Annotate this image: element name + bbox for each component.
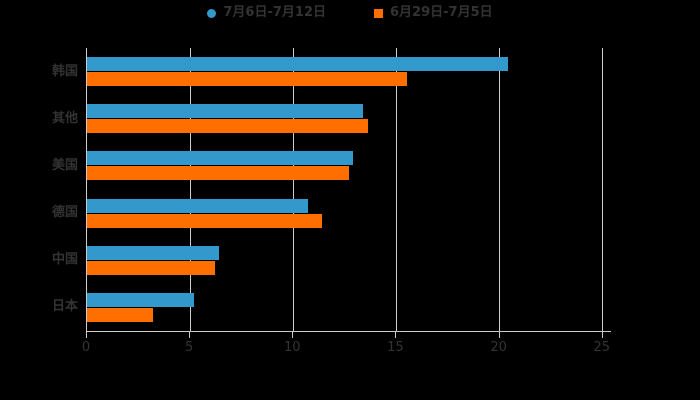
x-tick-mark-20	[498, 332, 500, 338]
bar-其他-series-1	[87, 104, 364, 119]
bar-日本-series-1	[87, 292, 195, 307]
legend-item-1[interactable]: 7月6日-7月12日	[207, 6, 326, 20]
bar-美国-series-2	[87, 166, 349, 181]
bar-韩国-series-1	[87, 57, 508, 72]
plot-area	[86, 48, 611, 332]
gridline-15	[395, 48, 397, 331]
legend-label: 7月6日-7月12日	[223, 5, 326, 20]
x-tick-mark-10	[292, 332, 294, 338]
y-axis-label-1: 韩国	[51, 63, 78, 79]
y-axis-label-2: 其他	[51, 110, 78, 126]
x-tick-mark-15	[395, 332, 397, 338]
x-tick-label-0: 0	[81, 340, 91, 355]
legend-label: 6月29日-7月5日	[390, 5, 493, 20]
x-tick-mark-25	[601, 332, 603, 338]
legend-item-2[interactable]: 6月29日-7月5日	[374, 6, 493, 20]
y-axis-label-4: 德国	[51, 205, 78, 221]
y-axis-label-5: 中国	[51, 252, 78, 268]
x-tick-label-20: 20	[490, 340, 507, 355]
x-tick-label-25: 25	[593, 340, 611, 355]
bar-其他-series-2	[87, 119, 368, 134]
gridline-25	[602, 48, 604, 331]
x-tick-label-10: 10	[284, 340, 301, 355]
bar-中国-series-2	[87, 260, 215, 275]
bar-韩国-series-2	[87, 72, 407, 87]
gridline-10	[292, 48, 294, 331]
chart-legend: 7月6日-7月12日 6月29日-7月5日	[0, 6, 700, 20]
bar-德国-series-2	[87, 213, 323, 228]
legend-circle-marker-icon	[207, 8, 217, 18]
y-axis-label-3: 美国	[51, 157, 78, 173]
gridline-20	[499, 48, 501, 331]
x-tick-mark-5	[189, 332, 191, 338]
gridline-5	[189, 48, 191, 331]
y-axis-label-6: 日本	[51, 299, 78, 315]
x-tick-label-15: 15	[387, 340, 404, 355]
bar-日本-series-2	[87, 307, 154, 322]
bar-德国-series-1	[87, 198, 308, 213]
x-tick-mark-0	[86, 332, 87, 338]
bar-美国-series-1	[87, 151, 354, 166]
bar-中国-series-1	[87, 245, 220, 260]
legend-square-marker-icon	[374, 8, 383, 18]
x-tick-label-5: 5	[185, 340, 194, 355]
